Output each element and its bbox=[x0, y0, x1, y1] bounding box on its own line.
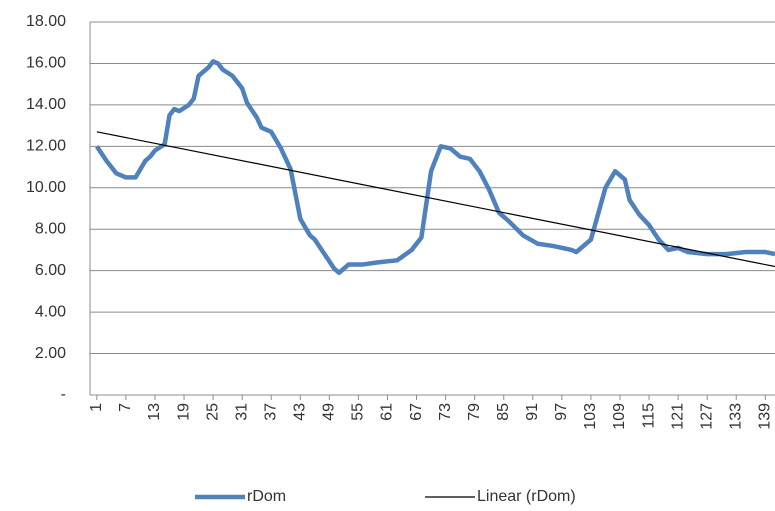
x-tick-label: 31 bbox=[233, 403, 250, 421]
x-tick-label: 115 bbox=[640, 403, 657, 429]
y-tick-label: - bbox=[61, 386, 66, 403]
x-tick-label: 139 bbox=[757, 403, 774, 430]
x-tick-label: 91 bbox=[524, 403, 541, 421]
x-tick-label: 61 bbox=[379, 403, 396, 421]
x-tick-label: 7 bbox=[117, 403, 134, 412]
x-tick-label: 103 bbox=[582, 403, 599, 430]
x-tick-label: 19 bbox=[175, 403, 192, 421]
x-tick-label: 25 bbox=[204, 403, 221, 421]
x-tick-label: 73 bbox=[437, 403, 454, 421]
x-tick-label: 67 bbox=[408, 403, 425, 421]
x-tick-label: 85 bbox=[495, 403, 512, 421]
x-tick-label: 37 bbox=[262, 403, 279, 421]
x-tick-label: 133 bbox=[727, 403, 744, 430]
trend-line bbox=[96, 131, 775, 268]
y-tick-label: 2.00 bbox=[35, 345, 66, 362]
y-tick-label: 16.00 bbox=[26, 55, 66, 72]
y-tick-label: 4.00 bbox=[35, 303, 66, 320]
x-tick-label: 13 bbox=[146, 403, 163, 421]
data-line bbox=[94, 59, 775, 275]
x-tick-label: 79 bbox=[466, 403, 483, 421]
x-tick-label: 1 bbox=[88, 403, 105, 412]
y-tick-label: 6.00 bbox=[35, 262, 66, 279]
x-tick-label: 109 bbox=[611, 403, 628, 430]
y-tick-label: 10.00 bbox=[26, 179, 66, 196]
legend-label: rDom bbox=[247, 488, 286, 505]
x-tick-label: 121 bbox=[669, 403, 686, 430]
y-tick-label: 14.00 bbox=[26, 96, 66, 113]
x-tick-label: 43 bbox=[292, 403, 309, 421]
y-tick-label: 12.00 bbox=[26, 138, 66, 155]
x-tick-label: 127 bbox=[698, 403, 715, 430]
x-tick-label: 55 bbox=[350, 403, 367, 421]
y-tick-label: 8.00 bbox=[35, 220, 66, 237]
x-tick-label: 97 bbox=[553, 403, 570, 421]
legend-label: Linear (rDom) bbox=[477, 488, 576, 505]
x-tick-label: 49 bbox=[321, 403, 338, 421]
y-tick-label: 18.00 bbox=[26, 13, 66, 30]
